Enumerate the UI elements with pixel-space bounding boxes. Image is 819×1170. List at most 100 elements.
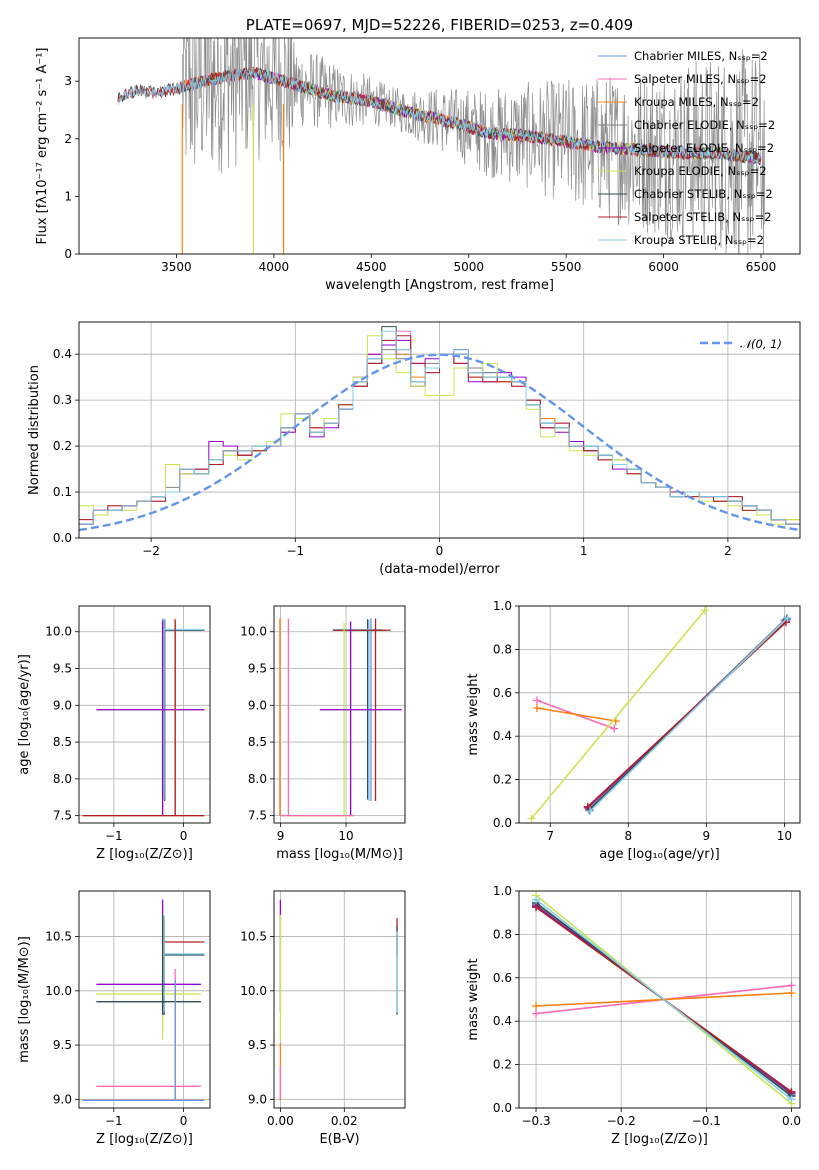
legend-label: Kroupa STELIB, Nₛₛₚ=2 xyxy=(634,233,764,247)
x-tick-label: 1 xyxy=(580,544,588,558)
residuals-panel: −2 −1 0 1 2 0.0 0.1 0.2 0.3 0.4 (data-model)/error… xyxy=(27,321,801,577)
x-tick-label: 10 xyxy=(777,829,792,843)
x-tick-label: −1 xyxy=(105,829,123,843)
y-tick-label: 10.0 xyxy=(240,625,267,639)
x-tick-label: 2 xyxy=(724,544,732,558)
y-tick-label: 8.0 xyxy=(248,772,267,786)
x-axis-label: Z [log₁₀(Z/Z⊙)] xyxy=(96,847,193,862)
error-cross xyxy=(96,620,205,816)
error-cross xyxy=(82,619,205,817)
y-tick-label: 9.5 xyxy=(53,662,72,676)
y-tick-label: 9.5 xyxy=(248,1038,267,1052)
weight-marker xyxy=(532,895,541,904)
spectrum-plot-area xyxy=(117,38,766,254)
y-tick-label: 0 xyxy=(64,247,72,261)
x-tick-label: 3500 xyxy=(161,260,192,274)
weight_vs_Z-panel: −0.3 −0.2 −0.1 0.0 0.0 0.2 0.4 0.6 0.8 1.0 Z [log₁… xyxy=(466,884,801,1147)
x-tick-label: 0.00 xyxy=(267,1114,294,1128)
y-axis-label: Flux [fλ10⁻¹⁷ erg cm⁻² s⁻¹ A⁻¹] xyxy=(35,48,50,245)
y-tick-label: 0.8 xyxy=(493,642,512,656)
y-axis-label: mass [log₁₀(M/M⊙)] xyxy=(17,936,32,1063)
x-axis-label: wavelength [Angstrom, rest frame] xyxy=(325,278,554,293)
error-cross xyxy=(163,920,205,1015)
y-tick-label: 0.0 xyxy=(493,1101,512,1115)
x-tick-label: 5000 xyxy=(453,260,484,274)
x-tick-label: −0.3 xyxy=(521,1114,550,1128)
legend-label: Kroupa ELODIE, Nₛₛₚ=2 xyxy=(634,164,767,178)
y-tick-label: 10.0 xyxy=(45,625,72,639)
y-tick-label: 9.5 xyxy=(248,662,267,676)
axes-frame xyxy=(78,37,801,255)
y-tick-label: 10.5 xyxy=(240,930,267,944)
spectrum-legend: Chabrier MILES, Nₛₛₚ=2 Salpeter MILES, Nₛ… xyxy=(598,49,775,247)
y-tick-label: 0.0 xyxy=(493,816,512,830)
model-spectrum-8 xyxy=(117,66,762,164)
y-tick-label: 1 xyxy=(64,189,72,203)
weight-series-8 xyxy=(532,895,796,1104)
x-tick-label: 5500 xyxy=(551,260,582,274)
x-tick-label: −2 xyxy=(142,544,160,558)
x-tick-label: 10 xyxy=(338,829,353,843)
spectrum-panel: 3500 4000 4500 5000 5500 6000 6500 0 1 2 3 waveleng… xyxy=(35,16,801,293)
error-cross xyxy=(82,620,205,817)
legend-label: Kroupa MILES, Nₛₛₚ=2 xyxy=(634,95,759,109)
x-tick-label: −1 xyxy=(286,544,304,558)
legend-label: 𝒩(0, 1) xyxy=(740,337,782,351)
x-axis-label: (data-model)/error xyxy=(379,562,500,577)
error-cross xyxy=(163,914,205,1013)
weight-marker xyxy=(787,988,796,997)
y-tick-label: 2 xyxy=(64,132,72,146)
y-tick-label: 8.5 xyxy=(53,735,72,749)
error-cross xyxy=(279,618,354,817)
y-tick-label: 7.5 xyxy=(248,809,267,823)
weight-marker xyxy=(700,606,709,615)
weight-marker xyxy=(532,1002,541,1011)
weight-marker xyxy=(527,814,536,823)
x-tick-label: 4000 xyxy=(259,260,290,274)
mass_vs_ebv-panel: 0.00 0.02 9.0 9.5 10.0 10.5 E(B-V) xyxy=(240,890,406,1147)
weight-series-2 xyxy=(532,703,620,726)
axes-frame xyxy=(273,605,406,824)
x-axis-label: age [log₁₀(age/yr)] xyxy=(599,847,720,862)
weight_vs_age-plot-area xyxy=(527,606,792,823)
legend-label: Salpeter MILES, Nₛₛₚ=2 xyxy=(634,72,767,86)
x-tick-label: 7 xyxy=(546,829,554,843)
mass_vs_Z-plot-area xyxy=(82,899,205,1102)
weight-marker xyxy=(532,903,541,912)
weight-marker xyxy=(532,696,541,705)
y-tick-label: 1.0 xyxy=(493,599,512,613)
axes-frame xyxy=(518,605,801,824)
x-tick-label: 9 xyxy=(703,829,711,843)
y-tick-label: 1.0 xyxy=(493,884,512,898)
error-cross xyxy=(163,917,205,1015)
axes-frame xyxy=(78,605,211,824)
weight-marker xyxy=(532,703,541,712)
legend-label: Salpeter ELODIE, Nₛₛₚ=2 xyxy=(634,141,774,155)
mass_vs_Z-panel: −1 0 9.0 9.5 10.0 10.5 Z [log₁₀(Z/Z⊙)] mass [lo… xyxy=(17,890,211,1147)
x-axis-label: E(B-V) xyxy=(319,1132,359,1147)
error-cross xyxy=(96,899,201,1013)
y-tick-label: 9.0 xyxy=(248,1092,267,1106)
y-tick-label: 9.5 xyxy=(53,1038,72,1052)
weight_vs_Z-plot-area xyxy=(532,891,796,1108)
weight-line xyxy=(535,899,792,1100)
error-cross xyxy=(319,621,402,816)
x-tick-label: −0.2 xyxy=(607,1114,636,1128)
weight_vs_age-panel: 7 8 9 10 0.0 0.2 0.4 0.6 0.8 1.0 age [log₁₀(age/yr… xyxy=(466,599,801,862)
x-axis-label: mass [log₁₀(M/M⊙)] xyxy=(276,847,403,862)
x-tick-label: 8 xyxy=(624,829,632,843)
error-cross xyxy=(332,619,383,801)
y-tick-label: 0.1 xyxy=(53,485,72,499)
y-tick-label: 8.0 xyxy=(53,772,72,786)
age_vs_Z-plot-area xyxy=(82,618,205,817)
y-tick-label: 10.0 xyxy=(240,984,267,998)
y-tick-label: 0.4 xyxy=(493,729,512,743)
x-tick-label: 0 xyxy=(180,1114,188,1128)
axes-frame xyxy=(273,890,406,1109)
age_vs_Z-panel: −1 0 7.5 8.0 8.5 9.0 9.5 10.0 Z [log₁₀(Z/Z⊙)] age… xyxy=(17,605,211,862)
y-tick-label: 9.0 xyxy=(53,698,72,712)
y-tick-label: 9.0 xyxy=(53,1092,72,1106)
weight-series-7 xyxy=(583,618,790,811)
x-tick-label: 6000 xyxy=(648,260,679,274)
